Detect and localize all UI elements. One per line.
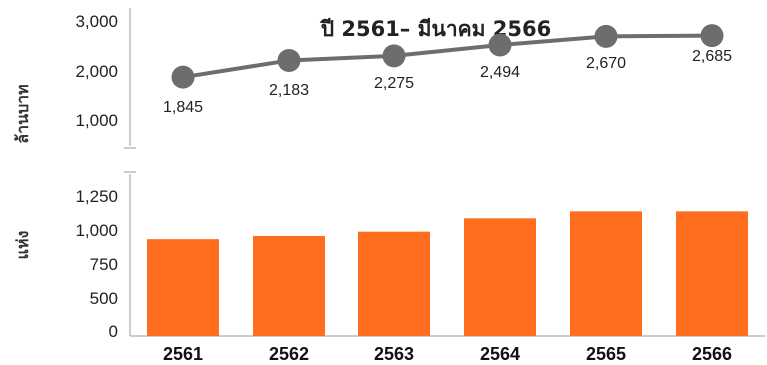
bar (570, 211, 642, 336)
x-tick: 2563 (374, 344, 414, 364)
bar (676, 211, 748, 336)
data-label: 2,494 (480, 64, 520, 81)
line-point (382, 44, 406, 68)
line-y-tick: 2,000 (75, 62, 118, 81)
x-tick: 2561 (163, 344, 203, 364)
bar-y-tick: 1,250 (75, 187, 118, 206)
bar-y-ticks: 0 500 750 1,000 1,250 (75, 187, 118, 341)
data-label: 2,275 (374, 75, 414, 92)
x-tick: 2564 (480, 344, 520, 364)
bar-y-tick: 1,000 (75, 221, 118, 240)
bar (464, 218, 536, 336)
line-point (171, 65, 195, 89)
axis-lines (124, 8, 765, 337)
bar-y-tick: 0 (109, 322, 118, 341)
series-line (182, 33, 713, 80)
line-y-tick: 3,000 (75, 12, 118, 31)
line-y-ticks: 1,000 2,000 3,000 (75, 12, 118, 130)
bar-y-tick: 750 (90, 255, 118, 274)
line-point (488, 33, 512, 57)
x-tick: 2565 (586, 344, 626, 364)
data-label: 2,670 (586, 55, 626, 72)
line-point (277, 48, 301, 72)
bar (253, 235, 325, 336)
bar-y-tick: 500 (90, 289, 118, 308)
data-label: 2,685 (692, 48, 732, 65)
line-y-axis-label: ล้านบาท (13, 84, 32, 143)
bar (358, 231, 430, 336)
bar-series (147, 211, 748, 336)
line-point (594, 24, 618, 48)
x-tick: 2566 (692, 344, 732, 364)
line-series: 1,845 2,183 2,275 2,494 2,670 2,685 (163, 24, 732, 116)
x-axis-ticks: 2561 2562 2563 2564 2565 2566 (163, 344, 732, 364)
chart-title: ปี 2561– มีนาคม 2566 (319, 17, 551, 41)
data-label: 2,183 (269, 82, 309, 99)
data-label: 1,845 (163, 99, 203, 116)
line-point (700, 24, 724, 48)
bar (147, 239, 219, 336)
x-tick: 2562 (269, 344, 309, 364)
bar-y-axis-label: แห่ง (13, 231, 32, 260)
line-y-tick: 1,000 (75, 111, 118, 130)
